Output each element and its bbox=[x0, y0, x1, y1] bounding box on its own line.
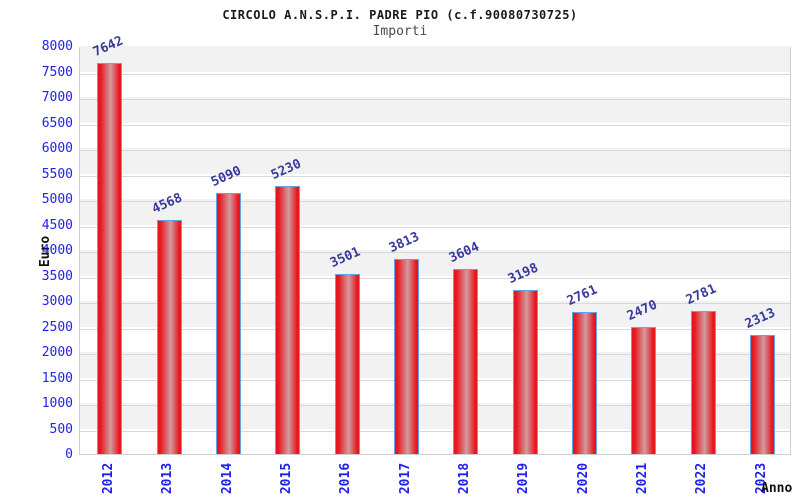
gridline bbox=[80, 124, 790, 126]
gridline bbox=[80, 99, 790, 100]
y-tick-label: 500 bbox=[49, 421, 73, 437]
x-tick-label-box: 2017 bbox=[387, 459, 423, 497]
x-tick-label: 2019 bbox=[516, 462, 532, 494]
x-tick-label: 2014 bbox=[219, 462, 235, 494]
y-tick-label: 5500 bbox=[41, 166, 73, 182]
plot-band bbox=[80, 46, 790, 72]
plot-band bbox=[80, 403, 790, 429]
plot-band bbox=[80, 275, 790, 301]
plot-band bbox=[80, 250, 790, 276]
chart-title: CIRCOLO A.N.S.P.I. PADRE PIO (c.f.900807… bbox=[222, 8, 578, 22]
bar-2012 bbox=[97, 63, 123, 454]
gridline bbox=[80, 430, 790, 432]
x-tick-label: 2017 bbox=[397, 462, 413, 494]
gridline bbox=[80, 73, 790, 75]
x-tick-label: 2012 bbox=[101, 462, 117, 494]
x-tick-label-box: 2020 bbox=[565, 459, 601, 497]
y-tick-label: 4000 bbox=[41, 243, 73, 258]
gridline bbox=[80, 277, 790, 279]
plot-band bbox=[80, 122, 790, 148]
gridline bbox=[80, 303, 790, 304]
plot-band bbox=[80, 377, 790, 403]
y-tick-label: 0 bbox=[65, 447, 73, 462]
bar-2018 bbox=[453, 269, 479, 454]
y-tick-label: 3000 bbox=[41, 294, 73, 309]
gridline bbox=[80, 175, 790, 177]
y-tick-label: 6000 bbox=[41, 141, 73, 156]
gridline bbox=[80, 328, 790, 330]
plot-band bbox=[80, 301, 790, 327]
gridline bbox=[80, 226, 790, 228]
x-tick-label-box: 2021 bbox=[625, 459, 661, 497]
x-tick-label-box: 2016 bbox=[328, 459, 364, 497]
y-tick-label: 2000 bbox=[41, 345, 73, 360]
plot-area: 7642 4568 5090 5230 3501 3813 3604 3198 2761 2470… bbox=[79, 34, 791, 455]
x-tick-label-box: 2019 bbox=[506, 459, 542, 497]
x-tick-label: 2021 bbox=[635, 462, 651, 494]
x-tick-label-box: 2018 bbox=[447, 459, 483, 497]
y-tick-label: 7000 bbox=[41, 90, 73, 105]
bar-2016 bbox=[334, 274, 360, 454]
gridline bbox=[80, 405, 790, 406]
bar-2013 bbox=[156, 220, 182, 454]
y-axis-title: Euro bbox=[33, 234, 59, 268]
x-tick-label: 2015 bbox=[279, 462, 295, 494]
x-tick-label-box: 2022 bbox=[684, 459, 720, 497]
bar-2023 bbox=[749, 335, 775, 454]
y-tick-label: 6500 bbox=[41, 115, 73, 131]
plot-band bbox=[80, 97, 790, 123]
gridline bbox=[80, 379, 790, 381]
x-tick-label: 2020 bbox=[575, 462, 591, 494]
y-axis-title-text: Euro bbox=[38, 235, 54, 267]
bar-2021 bbox=[631, 327, 657, 454]
x-tick-label-box: 2015 bbox=[269, 459, 305, 497]
y-tick-label: 7500 bbox=[41, 64, 73, 80]
plot-band bbox=[80, 173, 790, 199]
y-tick-label: 1000 bbox=[41, 396, 73, 411]
bar-2019 bbox=[512, 289, 538, 454]
x-tick-label: 2013 bbox=[160, 462, 176, 494]
x-tick-label-box: 2013 bbox=[150, 459, 186, 497]
plot-band bbox=[80, 148, 790, 174]
bar-2022 bbox=[690, 311, 716, 454]
y-tick-label: 4500 bbox=[41, 217, 73, 233]
chart-subtitle: Importi bbox=[372, 24, 428, 39]
plot-band bbox=[80, 199, 790, 225]
y-tick-label: 5000 bbox=[41, 192, 73, 207]
x-tick-label: 2022 bbox=[694, 462, 710, 494]
bar-2015 bbox=[275, 186, 301, 454]
gridline bbox=[80, 252, 790, 253]
y-tick-label: 3500 bbox=[41, 268, 73, 284]
plot-band bbox=[80, 352, 790, 378]
bar-2020 bbox=[571, 312, 597, 454]
bar-2014 bbox=[215, 193, 241, 454]
gridline bbox=[80, 150, 790, 151]
x-tick-label-box: 2012 bbox=[91, 459, 127, 497]
y-tick-label: 1500 bbox=[41, 370, 73, 386]
x-tick-label-box: 2014 bbox=[209, 459, 245, 497]
x-tick-label: 2018 bbox=[457, 462, 473, 494]
x-axis-title: Anno bbox=[761, 481, 793, 496]
x-tick-label: 2016 bbox=[338, 462, 354, 494]
gridline bbox=[80, 201, 790, 202]
y-tick-label: 2500 bbox=[41, 319, 73, 335]
y-tick-label: 8000 bbox=[41, 39, 73, 54]
plot-band bbox=[80, 71, 790, 97]
plot-band bbox=[80, 326, 790, 352]
gridline bbox=[80, 354, 790, 355]
bar-2017 bbox=[393, 258, 419, 454]
plot-band bbox=[80, 224, 790, 250]
plot-band bbox=[80, 428, 790, 454]
